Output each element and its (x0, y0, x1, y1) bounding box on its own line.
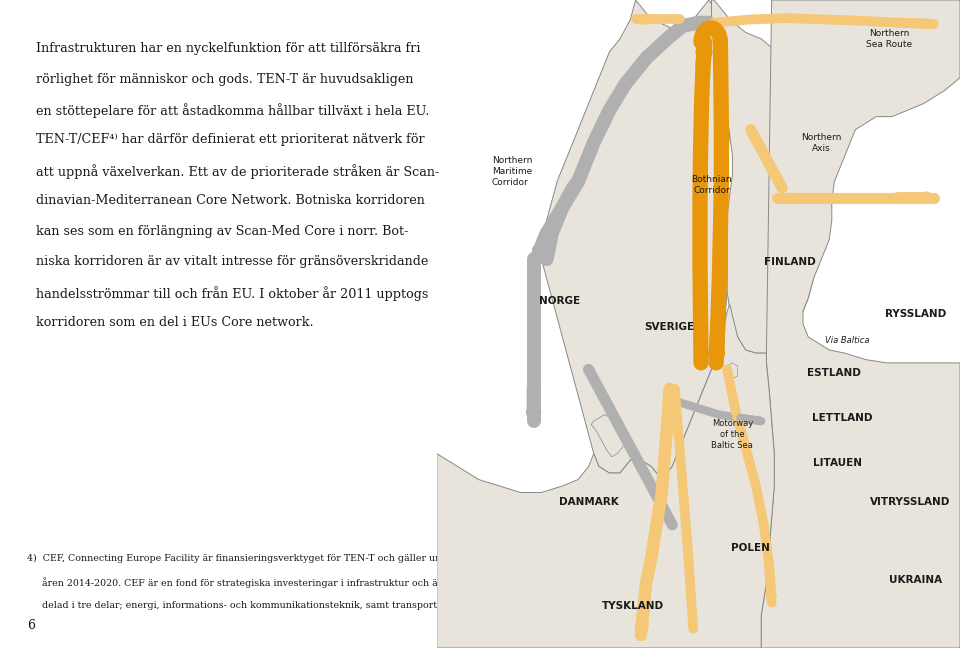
Text: SVERIGE: SVERIGE (644, 322, 695, 332)
Text: DANMARK: DANMARK (559, 497, 618, 507)
Text: VITRYSSLAND: VITRYSSLAND (870, 497, 950, 507)
Polygon shape (437, 305, 775, 648)
Text: niska korridoren är av vitalt intresse för gränsöverskridande: niska korridoren är av vitalt intresse f… (36, 255, 428, 268)
Text: ESTLAND: ESTLAND (807, 367, 861, 378)
Text: POLEN: POLEN (732, 542, 770, 553)
Text: TYSKLAND: TYSKLAND (602, 601, 664, 611)
Text: FINLAND: FINLAND (764, 257, 816, 268)
Text: Northern
Axis: Northern Axis (802, 132, 842, 153)
Polygon shape (711, 0, 831, 353)
Text: dinavian-Mediterranean Core Network. Botniska korridoren: dinavian-Mediterranean Core Network. Bot… (36, 194, 424, 207)
Text: en stöttepelare för att åstadkomma hållbar tillväxt i hela EU.: en stöttepelare för att åstadkomma hållb… (36, 103, 429, 118)
Text: TEN-T/CEF⁴⁾ har därför definierat ett prioriterat nätverk för: TEN-T/CEF⁴⁾ har därför definierat ett pr… (36, 133, 424, 146)
Polygon shape (591, 415, 625, 457)
Text: Motorway
of the
Baltic Sea: Motorway of the Baltic Sea (711, 419, 754, 450)
Text: åren 2014-2020. CEF är en fond för strategiska investeringar i infrastruktur och: åren 2014-2020. CEF är en fond för strat… (27, 577, 467, 588)
Text: UKRAINA: UKRAINA (889, 575, 942, 585)
Text: Northern
Sea Route: Northern Sea Route (866, 29, 912, 49)
Text: handelsströmmar till och från EU. I oktober år 2011 upptogs: handelsströmmar till och från EU. I okto… (36, 286, 428, 301)
Polygon shape (727, 363, 737, 379)
Polygon shape (761, 0, 960, 648)
Text: NORGE: NORGE (540, 296, 580, 307)
Text: att uppnå växelverkan. Ett av de prioriterade stråken är Scan-: att uppnå växelverkan. Ett av de priorit… (36, 164, 439, 179)
Text: RYSSLAND: RYSSLAND (885, 309, 947, 319)
Text: Via Baltica: Via Baltica (826, 336, 870, 345)
Text: delad i tre delar; energi, informations- och kommunikationsteknik, samt transpor: delad i tre delar; energi, informations-… (27, 601, 440, 610)
Text: rörlighet för människor och gods. TEN-T är huvudsakligen: rörlighet för människor och gods. TEN-T … (36, 73, 413, 86)
Text: 4)  CEF, Connecting Europe Facility är finansieringsverktyget för TEN-T och gäll: 4) CEF, Connecting Europe Facility är fi… (27, 554, 457, 563)
Text: LETTLAND: LETTLAND (812, 413, 873, 423)
Polygon shape (541, 0, 735, 480)
Text: LITAUEN: LITAUEN (812, 458, 861, 469)
Text: 6: 6 (27, 619, 35, 632)
Text: Bothnian
Corridor: Bothnian Corridor (691, 174, 732, 195)
Text: Infrastrukturen har en nyckelfunktion för att tillförsäkra fri: Infrastrukturen har en nyckelfunktion fö… (36, 42, 420, 55)
Text: Northern
Maritime
Corridor: Northern Maritime Corridor (492, 156, 532, 187)
Text: korridoren som en del i EUs Core network.: korridoren som en del i EUs Core network… (36, 316, 313, 329)
Text: kan ses som en förlängning av Scan-Med Core i norr. Bot-: kan ses som en förlängning av Scan-Med C… (36, 225, 408, 238)
